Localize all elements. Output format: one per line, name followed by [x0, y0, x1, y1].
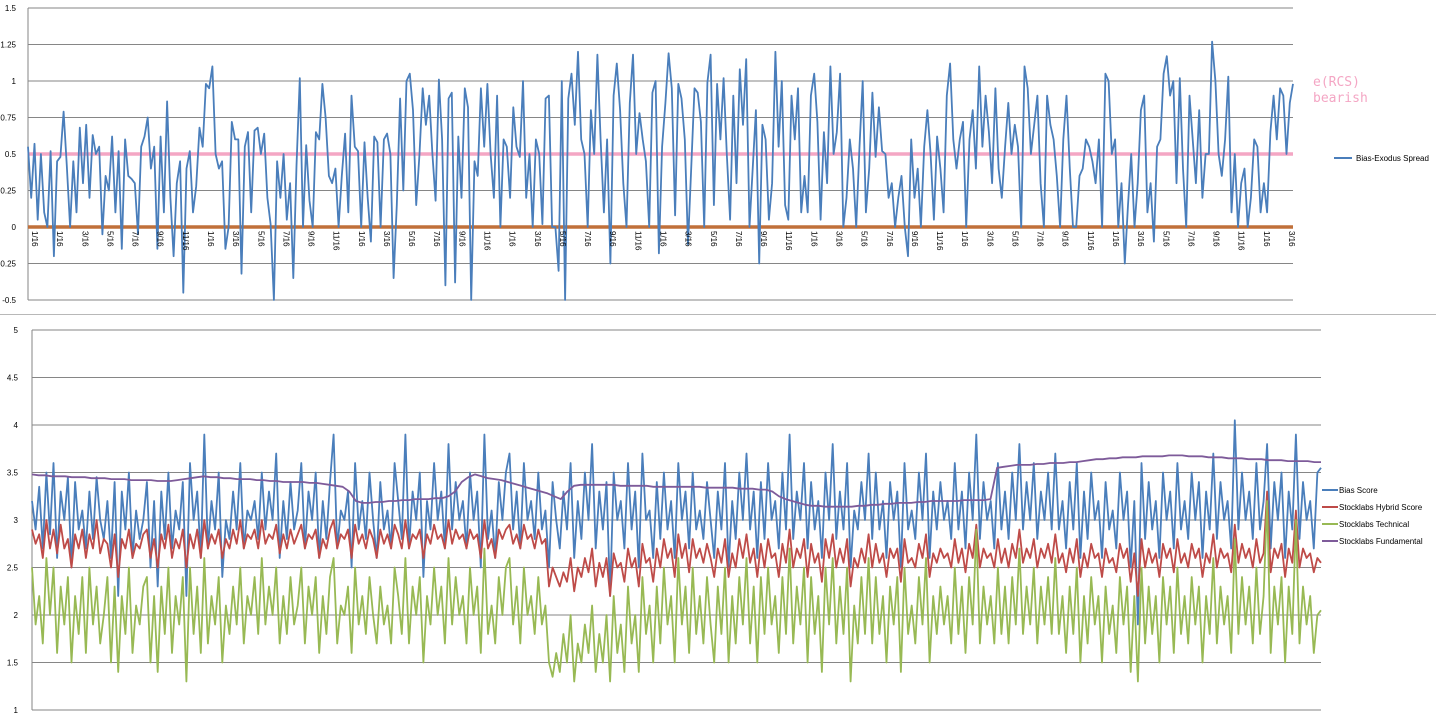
- legend-label-bias-exodus-spread: Bias-Exodus Spread: [1356, 154, 1429, 163]
- series-line-bias-score: [31, 419, 1322, 626]
- top-x-tick-label: 11/16: [332, 231, 341, 251]
- top-x-tick-label: 7/16: [885, 231, 894, 247]
- top-x-tick-label: 7/16: [281, 231, 290, 247]
- top-x-tick-label: 7/16: [1186, 231, 1195, 247]
- top-x-tick-label: 1/16: [1262, 231, 1271, 247]
- top-x-tick-label: 5/16: [558, 231, 567, 247]
- top-x-tick-label: 11/16: [181, 231, 190, 251]
- top-x-tick-label: 7/16: [583, 231, 592, 247]
- annotation-line-2: bearish: [1313, 91, 1368, 106]
- legend-label-stocklabs-fundamental: Stocklabs Fundamental: [1339, 537, 1423, 546]
- top-y-tick-labels: -0.5 -0.25 0 0.25 0.5 0.75 1 1.25 1.5: [0, 4, 17, 305]
- top-x-tick-label: 1/16: [357, 231, 366, 247]
- top-x-tick-label: 3/16: [834, 231, 843, 247]
- bottom-y-tick-label: 5: [14, 326, 19, 335]
- bottom-y-tick-labels: 1 1.5 2 2.5 3 3.5 4 4.5 5: [7, 326, 19, 715]
- top-x-tick-label: 11/16: [1086, 231, 1095, 251]
- top-x-tick-label: 9/16: [759, 231, 768, 247]
- bottom-y-tick-label: 3.5: [7, 469, 19, 478]
- top-x-tick-label: 3/16: [1136, 231, 1145, 247]
- top-x-tick-label: 1/16: [55, 231, 64, 247]
- series-line-stocklabs-hybrid-score: [31, 490, 1322, 597]
- top-x-tick-label: 9/16: [156, 231, 165, 247]
- annotation-line-1: e(RCS): [1313, 75, 1360, 90]
- bottom-y-tick-label: 2: [14, 611, 19, 620]
- top-x-tick-label: 5/16: [709, 231, 718, 247]
- top-x-tick-label: 3/16: [985, 231, 994, 247]
- legend-label-stocklabs-technical: Stocklabs Technical: [1339, 520, 1409, 529]
- top-x-tick-label: 11/16: [935, 231, 944, 251]
- legend-label-bias-score: Bias Score: [1339, 486, 1378, 495]
- bottom-y-tick-label: 4: [14, 421, 19, 430]
- top-y-tick-label: 0.75: [0, 114, 16, 123]
- series-line-stocklabs-fundamental: [31, 454, 1321, 508]
- top-x-tick-label: 9/16: [457, 231, 466, 247]
- annotation-e-rcs-bearish: e(RCS) bearish: [1313, 75, 1368, 106]
- top-x-tick-label: 5/16: [256, 231, 265, 247]
- top-x-tick-label: 3/16: [1287, 231, 1296, 247]
- top-x-tick-label: 7/16: [1036, 231, 1045, 247]
- top-x-tick-label: 3/16: [382, 231, 391, 247]
- bottom-y-tick-label: 1.5: [7, 659, 19, 668]
- top-series-lines: [27, 40, 1294, 301]
- top-x-tick-label: 1/16: [960, 231, 969, 247]
- top-x-tick-label: 5/16: [407, 231, 416, 247]
- top-x-tick-label: 9/16: [910, 231, 919, 247]
- bottom-legend: Bias Score Stocklabs Hybrid Score Stocklab…: [1322, 486, 1423, 546]
- bottom-y-tick-label: 4.5: [7, 374, 19, 383]
- top-x-tick-label: 11/16: [784, 231, 793, 251]
- top-y-tick-label: 1.25: [0, 41, 16, 50]
- top-y-tick-label: 0.25: [0, 187, 16, 196]
- top-y-tick-label: 0: [12, 223, 17, 232]
- top-y-tick-label: -0.25: [0, 260, 17, 269]
- bottom-y-tick-label: 3: [14, 516, 19, 525]
- top-x-tick-label: 3/16: [684, 231, 693, 247]
- top-x-tick-label: 3/16: [231, 231, 240, 247]
- top-x-tick-label: 3/16: [533, 231, 542, 247]
- top-y-tick-label: 1.5: [5, 4, 17, 13]
- top-x-tick-label: 1/16: [30, 231, 39, 247]
- bottom-y-tick-label: 2.5: [7, 564, 19, 573]
- bottom-series-lines: [31, 419, 1322, 683]
- top-x-tick-labels: 1/16 1/16 3/16 5/16 7/16 9/16 11/16 1/16 3/16 5/1…: [30, 231, 1296, 251]
- top-y-tick-label: 0.5: [5, 150, 17, 159]
- top-y-tick-label: 1: [12, 77, 17, 86]
- top-x-tick-label: 1/16: [508, 231, 517, 247]
- top-x-tick-label: 7/16: [131, 231, 140, 247]
- top-x-tick-label: 5/16: [1010, 231, 1019, 247]
- top-x-tick-label: 3/16: [80, 231, 89, 247]
- top-x-tick-label: 1/16: [659, 231, 668, 247]
- bias-exodus-spread-chart: -0.5 -0.25 0 0.25 0.5 0.75 1 1.25 1.5 1/16 1/16 3/…: [0, 4, 1429, 305]
- top-x-tick-label: 5/16: [860, 231, 869, 247]
- top-x-tick-label: 9/16: [608, 231, 617, 247]
- top-x-tick-label: 11/16: [633, 231, 642, 251]
- legend-label-stocklabs-hybrid-score: Stocklabs Hybrid Score: [1339, 503, 1423, 512]
- top-x-tick-label: 5/16: [105, 231, 114, 247]
- top-x-tick-label: 5/16: [1161, 231, 1170, 247]
- series-line-stocklabs-technical: [31, 500, 1322, 683]
- top-x-tick-label: 7/16: [432, 231, 441, 247]
- top-x-tick-label: 1/16: [809, 231, 818, 247]
- top-x-tick-label: 11/16: [483, 231, 492, 251]
- series-line-bias-exodus-spread: [27, 40, 1294, 301]
- bottom-y-tick-label: 1: [14, 706, 19, 715]
- top-x-tick-label: 9/16: [1061, 231, 1070, 247]
- top-x-tick-label: 7/16: [734, 231, 743, 247]
- top-x-tick-label: 9/16: [1212, 231, 1221, 247]
- top-x-tick-label: 11/16: [1237, 231, 1246, 251]
- chart-divider: [0, 314, 1436, 315]
- top-x-tick-label: 1/16: [1111, 231, 1120, 247]
- top-x-tick-label: 1/16: [206, 231, 215, 247]
- top-legend: Bias-Exodus Spread: [1334, 154, 1429, 163]
- top-y-tick-label: -0.5: [2, 296, 16, 305]
- top-x-tick-label: 9/16: [307, 231, 316, 247]
- scores-chart: 1 1.5 2 2.5 3 3.5 4 4.5 5 Bias Score Stocklabs Hy…: [7, 326, 1423, 715]
